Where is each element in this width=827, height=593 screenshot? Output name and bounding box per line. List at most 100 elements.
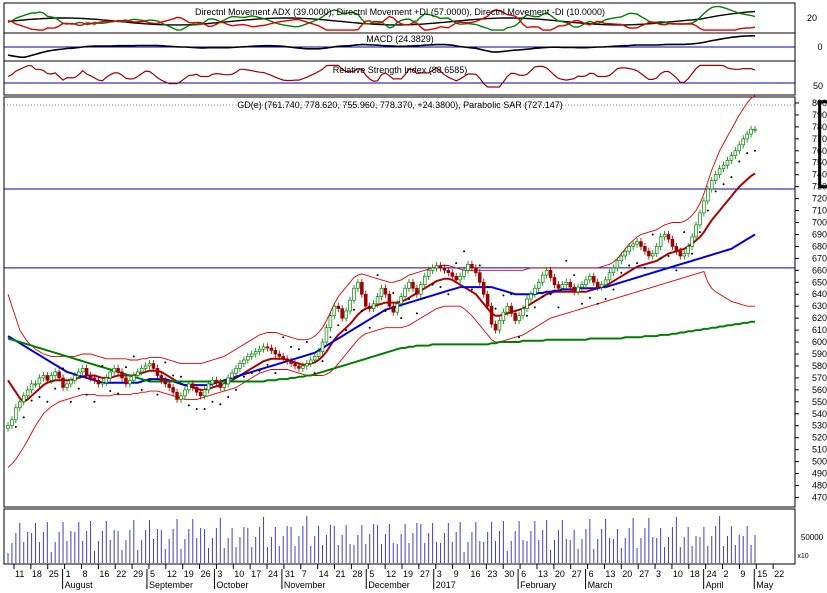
x-month-tick-label: 2017 (436, 580, 456, 590)
candle-body (599, 284, 604, 288)
price-y-tick-label: 630 (812, 301, 827, 311)
candle-body (155, 367, 160, 376)
candle-body (592, 275, 596, 283)
candle-body (6, 425, 10, 429)
candle-body (430, 267, 435, 271)
sar-dot (368, 326, 371, 329)
candle-body (521, 308, 525, 317)
candle-body (466, 263, 470, 271)
candle-body (367, 305, 372, 309)
sar-dot (30, 399, 33, 402)
dmi-label: Directnl Movement ADX (39.0000), Directn… (195, 7, 605, 17)
x-month-tick-label: March (588, 580, 613, 590)
volume-bars (7, 516, 756, 563)
candle-body (478, 272, 482, 283)
candle-body (627, 246, 631, 252)
x-month-tick-label: October (216, 580, 248, 590)
candle-body (147, 363, 152, 367)
x-day-tick-label: 13 (605, 569, 615, 579)
candle-body (356, 281, 360, 289)
candle-body (214, 379, 219, 384)
sar-dot (596, 302, 599, 305)
candle-body (733, 150, 738, 156)
rsi-label: Relative Strength Index (88.6585) (333, 65, 468, 75)
candle-body (238, 363, 242, 369)
candle-body (69, 379, 73, 385)
candle-body (53, 371, 57, 376)
candle-body (246, 356, 250, 361)
candle-body (328, 315, 333, 329)
candle-body (210, 379, 215, 385)
candle-body (572, 286, 576, 293)
candle-body (116, 367, 120, 373)
candle-body (442, 267, 447, 271)
x-day-tick-label: 2 (724, 569, 729, 579)
candle-body (611, 267, 616, 274)
x-day-tick-label: 10 (673, 569, 683, 579)
sar-dot (187, 404, 190, 407)
sar-dot (706, 209, 709, 212)
candle-body (269, 347, 274, 351)
x-day-tick-label: 27 (639, 569, 649, 579)
candle-body (65, 383, 69, 388)
sar-dot (667, 254, 670, 257)
candle-body (226, 377, 230, 385)
price-y-tick-label: 490 (812, 469, 827, 479)
sar-dot (541, 295, 544, 298)
candle-body (623, 250, 628, 257)
sar-dot (321, 360, 324, 363)
x-month-tick-label: December (368, 580, 410, 590)
candle-body (88, 375, 93, 379)
candle-body (717, 168, 722, 176)
x-day-tick-label: 16 (470, 569, 480, 579)
candle-body (493, 323, 498, 331)
price-candles (6, 125, 757, 432)
candle-body (474, 267, 478, 274)
dmi-line-2 (7, 9, 756, 31)
candle-body (273, 350, 278, 355)
candle-body (446, 269, 451, 274)
candle-body (454, 275, 458, 281)
sar-dot (478, 264, 481, 267)
sar-dot (305, 341, 308, 344)
price-y-tick-label: 570 (812, 373, 827, 383)
x-day-tick-label: 9 (454, 569, 459, 579)
x-day-tick-label: 3 (437, 569, 442, 579)
sar-dot (54, 387, 57, 390)
candle-body (403, 287, 407, 297)
macd-label: MACD (24.3829) (366, 34, 434, 44)
sar-dot (620, 271, 623, 274)
candle-body (643, 246, 647, 252)
candle-body (183, 389, 187, 397)
x-month-tick-label: August (65, 580, 94, 590)
sar-dot (628, 264, 631, 267)
candle-body (458, 275, 462, 281)
price-panel: GD(e) (761.740, 778.620, 755.960, 778.37… (3, 95, 827, 508)
x-month-tick-label: November (284, 580, 326, 590)
x-day-tick-label: 22 (116, 569, 126, 579)
sar-dot (691, 252, 694, 255)
sar-dot (164, 361, 167, 364)
x-day-tick-label: 18 (32, 569, 42, 579)
x-day-tick-label: 21 (336, 569, 346, 579)
candle-body (143, 365, 148, 369)
candle-body (218, 382, 223, 388)
candle-body (383, 287, 388, 295)
candle-body (698, 212, 702, 226)
candle-body (45, 375, 50, 381)
candle-body (694, 224, 698, 238)
sar-dot (746, 152, 749, 155)
candle-body (576, 286, 580, 293)
candle-body (242, 359, 246, 364)
candle-body (635, 241, 639, 245)
x-axis-month-ticks: August September October November December 20… (62, 569, 774, 590)
candle-body (654, 246, 659, 254)
sar-dot (227, 396, 230, 399)
candle-body (324, 327, 329, 343)
x-day-tick-label: 20 (622, 569, 632, 579)
x-day-tick-label: 13 (538, 569, 548, 579)
price-y-tick-label: 500 (812, 457, 827, 467)
candle-body (49, 375, 53, 381)
sar-dot (235, 388, 238, 391)
sar-dot (46, 400, 49, 403)
